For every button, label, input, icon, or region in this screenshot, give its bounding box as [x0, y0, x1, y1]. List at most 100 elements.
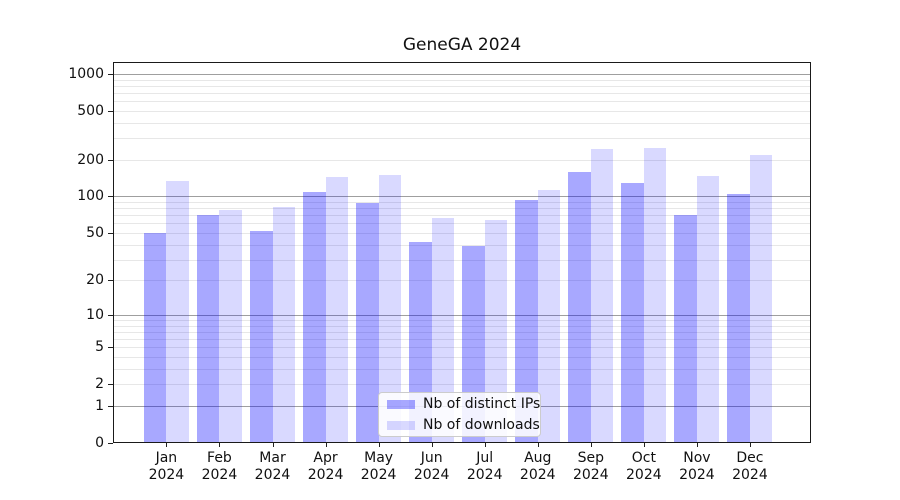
x-tick-label: Aug 2024 [519, 450, 556, 483]
x-tick-mark [643, 443, 645, 447]
legend: Nb of distinct IPs Nb of downloads [378, 392, 541, 437]
gridline-minor [114, 244, 810, 246]
gridline-major [114, 73, 810, 75]
x-tick-mark [484, 443, 486, 447]
gridline-minor [114, 208, 810, 210]
y-tick-mark [108, 314, 113, 316]
y-tick-label: 10 [86, 306, 104, 323]
gridline-minor [114, 347, 810, 349]
bar-downloads [590, 148, 614, 443]
y-tick-label: 100 [77, 188, 104, 205]
gridline-major [114, 314, 810, 316]
x-tick-label: Jan 2024 [148, 450, 185, 483]
gridline-minor [114, 92, 810, 94]
x-tick-label: Sep 2024 [572, 450, 609, 483]
y-tick-label: 500 [77, 102, 104, 119]
x-tick-mark [696, 443, 698, 447]
bar-downloads [643, 147, 667, 443]
legend-item-distinct-ips: Nb of distinct IPs [387, 395, 540, 414]
gridline-minor [114, 110, 810, 112]
gridline-minor [114, 79, 810, 81]
y-tick-mark [108, 196, 113, 198]
gridline-minor [114, 101, 810, 103]
y-tick-label: 1 [95, 397, 104, 414]
bar-distinct-ips [250, 230, 273, 443]
x-tick-label: Apr 2024 [307, 450, 344, 483]
gridline-minor [114, 85, 810, 87]
gridline-minor [114, 223, 810, 225]
legend-label-downloads: Nb of downloads [423, 416, 540, 433]
legend-swatch-distinct-ips-icon [387, 399, 415, 409]
gridline-major [114, 196, 810, 198]
x-tick-mark [166, 443, 168, 447]
x-tick-label: Mar 2024 [254, 450, 291, 483]
y-tick-mark [108, 110, 113, 112]
x-tick-label: Feb 2024 [201, 450, 238, 483]
bar-downloads [696, 176, 720, 443]
x-tick-label: Dec 2024 [732, 450, 768, 483]
x-tick-label: Jun 2024 [413, 450, 450, 483]
x-tick-mark [590, 443, 592, 447]
y-tick-mark [108, 73, 113, 75]
gridline-minor [114, 159, 810, 161]
x-tick-mark [325, 443, 327, 447]
x-tick-mark [219, 443, 221, 447]
legend-label-distinct-ips: Nb of distinct IPs [423, 395, 541, 412]
bar-distinct-ips [356, 203, 379, 443]
bar-distinct-ips [143, 232, 167, 443]
gridline-minor [114, 232, 810, 234]
bar-downloads [166, 180, 189, 443]
x-tick-label: Oct 2024 [626, 450, 662, 483]
bar-downloads [484, 219, 508, 443]
x-tick-mark [537, 443, 539, 447]
y-tick-label: 5 [95, 339, 104, 356]
bar-distinct-ips [196, 215, 220, 443]
y-tick-label: 200 [77, 151, 104, 168]
x-tick-mark [431, 443, 433, 447]
gridline-minor [114, 384, 810, 386]
gridline-minor [114, 368, 810, 370]
x-tick-mark [272, 443, 274, 447]
bar-distinct-ips [621, 182, 644, 443]
gridline-minor [114, 357, 810, 359]
bar-downloads [431, 218, 455, 443]
gridline-minor [114, 259, 810, 261]
gridline-minor [114, 215, 810, 217]
bar-downloads [219, 209, 242, 443]
bar-downloads [537, 190, 561, 443]
y-tick-mark [108, 159, 113, 161]
y-tick-label: 50 [86, 224, 104, 241]
chart-title: GeneGA 2024 [402, 35, 522, 55]
gridline-minor [114, 122, 810, 124]
bar-downloads [272, 206, 295, 443]
bar-downloads [749, 154, 773, 443]
y-tick-mark [108, 347, 113, 349]
y-tick-mark [108, 405, 113, 407]
x-tick-label: Jul 2024 [466, 450, 503, 483]
gridline-minor [114, 138, 810, 140]
bar-distinct-ips [303, 192, 326, 443]
legend-swatch-downloads-icon [387, 420, 415, 430]
y-tick-mark [108, 384, 113, 386]
y-tick-mark [108, 280, 113, 282]
y-tick-label: 0 [95, 435, 104, 451]
gridline-minor [114, 202, 810, 203]
bar-distinct-ips [568, 171, 591, 443]
y-tick-label: 2 [95, 376, 104, 393]
gridline-minor [114, 325, 810, 327]
bar-distinct-ips [674, 214, 697, 443]
gridline-minor [114, 280, 810, 282]
bar-downloads [378, 174, 402, 443]
y-tick-mark [108, 443, 113, 444]
gridline-minor [114, 339, 810, 341]
gridline-minor [114, 319, 810, 321]
bar-distinct-ips [727, 194, 750, 443]
gridline-minor [114, 331, 810, 333]
x-tick-mark [378, 443, 380, 447]
bar-downloads [325, 176, 349, 443]
legend-item-downloads: Nb of downloads [387, 416, 540, 435]
bar-distinct-ips [515, 199, 538, 443]
x-tick-mark [749, 443, 751, 447]
x-tick-label: Nov 2024 [679, 450, 715, 483]
